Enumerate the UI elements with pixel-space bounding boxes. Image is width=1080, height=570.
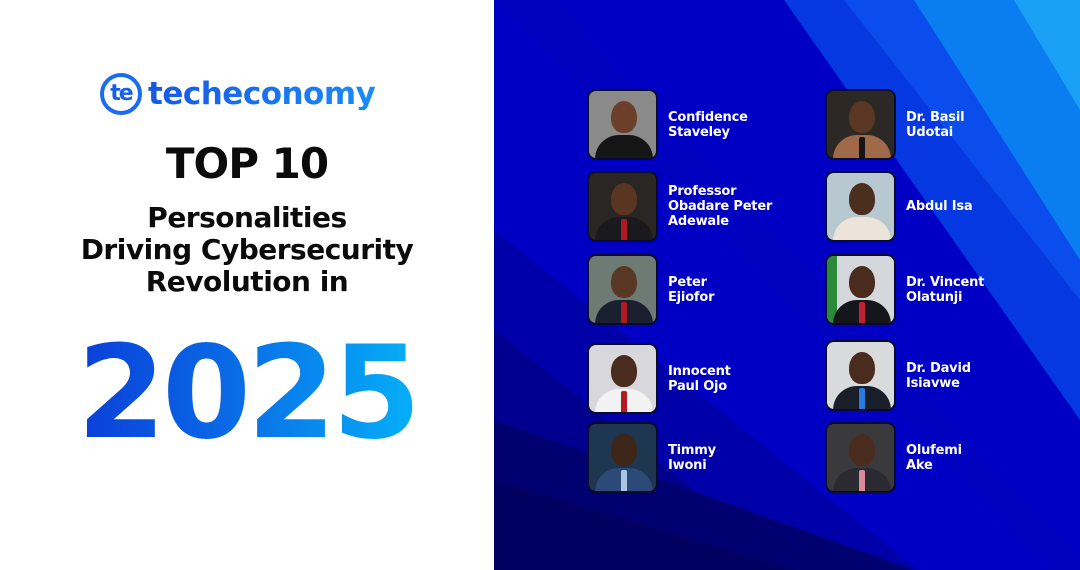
subtitle-line: Revolution in (145, 265, 349, 298)
left-panel: te techeconomy TOP 10 Personalities Driv… (0, 0, 494, 570)
headline-top10: TOP 10 (165, 139, 329, 188)
techeconomy-logo: te techeconomy (100, 72, 376, 116)
person-name: Professor Obadare Peter Adewale (668, 184, 773, 229)
person-card: Innocent Paul Ojo (587, 343, 731, 414)
portrait-photo (825, 340, 896, 411)
person-card: Abdul Isa (825, 171, 973, 242)
portrait-photo (825, 89, 896, 160)
person-card: Dr. David Isiavwe (825, 340, 971, 411)
subtitle-line: Personalities (147, 201, 347, 234)
person-name: Dr. Vincent Olatunji (906, 274, 985, 305)
person-card: Peter Ejiofor (587, 254, 715, 325)
person-name: Dr. Basil Udotai (906, 109, 965, 140)
person-card: Olufemi Ake (825, 422, 962, 493)
person-name: Innocent Paul Ojo (668, 363, 731, 394)
headline-subtitle: Personalities Driving Cybersecurity Revo… (0, 202, 494, 298)
person-name: Dr. David Isiavwe (906, 360, 971, 391)
portrait-photo (587, 254, 658, 325)
portrait-photo (825, 171, 896, 242)
person-name: Timmy Iwoni (668, 442, 716, 473)
person-name: Peter Ejiofor (668, 274, 715, 305)
portrait-photo (587, 343, 658, 414)
person-name: Olufemi Ake (906, 442, 962, 473)
subtitle-line: Driving Cybersecurity (80, 233, 414, 266)
logo-wordmark: techeconomy (148, 75, 376, 112)
techeconomy-logo-icon: te (100, 73, 142, 115)
headline-year: 2025 (0, 330, 494, 458)
background-stripes (494, 0, 1080, 570)
portrait-photo (587, 89, 658, 160)
year-text: 2025 (76, 319, 421, 468)
person-name: Confidence Staveley (668, 109, 748, 140)
portrait-photo (825, 422, 896, 493)
person-card: Dr. Basil Udotai (825, 89, 965, 160)
person-card: Professor Obadare Peter Adewale (587, 171, 772, 242)
portrait-photo (587, 171, 658, 242)
person-name: Abdul Isa (906, 199, 973, 214)
right-panel: Confidence Staveley Professor Obadare Pe… (494, 0, 1080, 570)
person-card: Dr. Vincent Olatunji (825, 254, 984, 325)
portrait-photo (587, 422, 658, 493)
portrait-photo (825, 254, 896, 325)
person-card: Timmy Iwoni (587, 422, 716, 493)
person-card: Confidence Staveley (587, 89, 748, 160)
